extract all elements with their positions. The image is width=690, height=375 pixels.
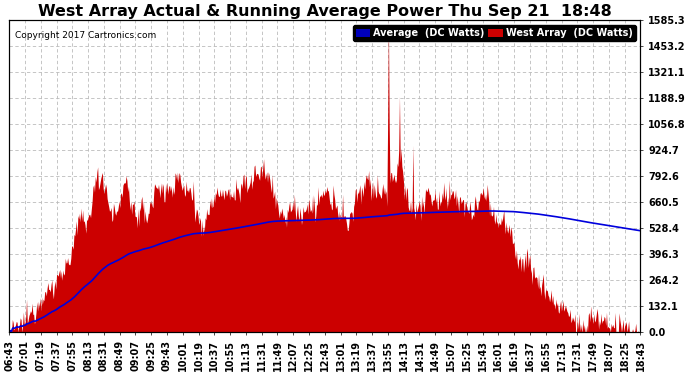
Legend: Average  (DC Watts), West Array  (DC Watts): Average (DC Watts), West Array (DC Watts… <box>353 25 635 41</box>
Text: Copyright 2017 Cartronics.com: Copyright 2017 Cartronics.com <box>15 31 157 40</box>
Title: West Array Actual & Running Average Power Thu Sep 21  18:48: West Array Actual & Running Average Powe… <box>38 4 611 19</box>
